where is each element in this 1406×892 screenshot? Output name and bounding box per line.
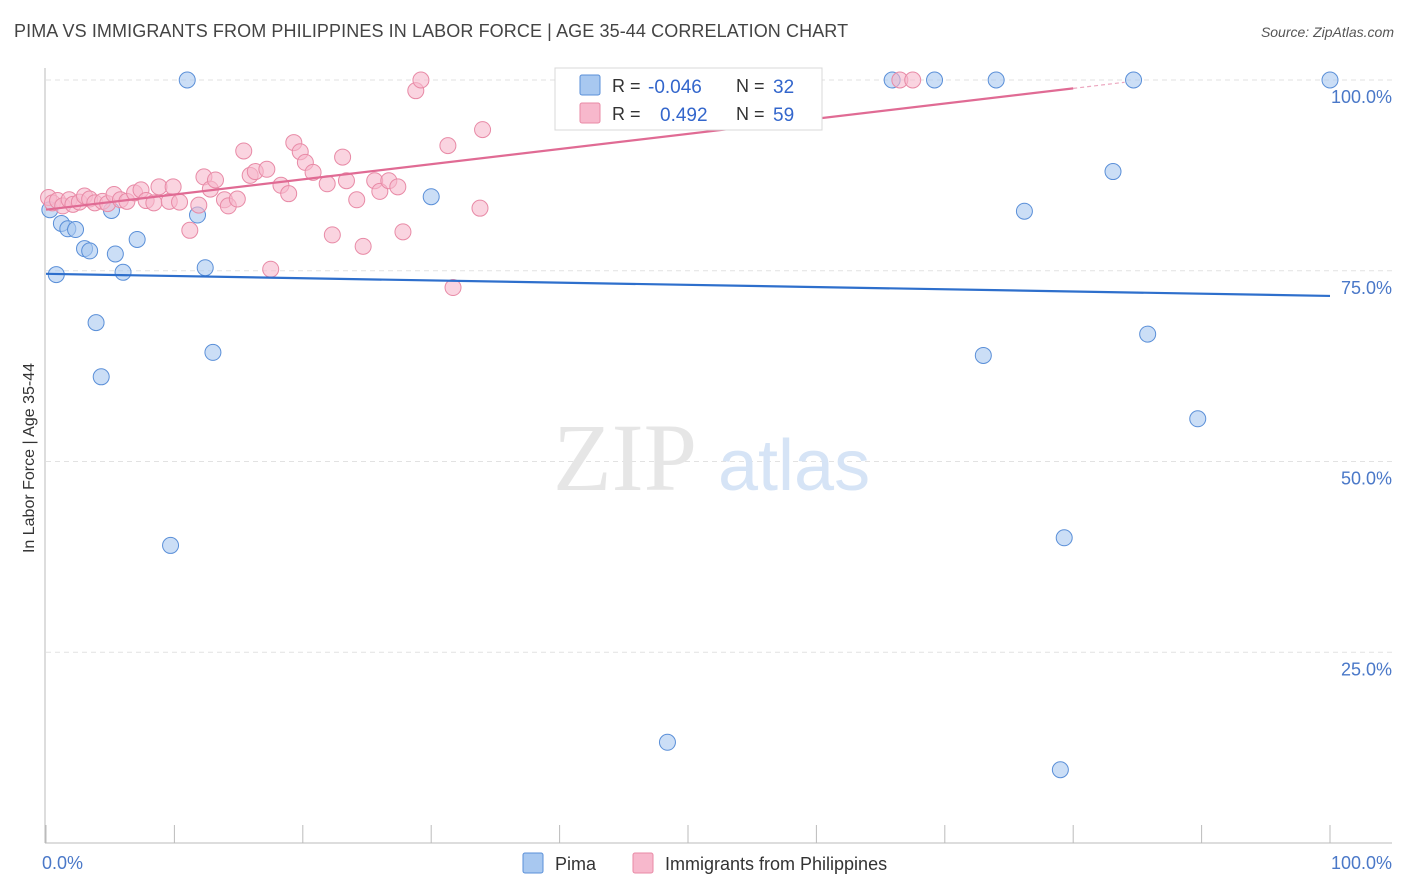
bottom-legend-label-pima: Pima bbox=[555, 854, 597, 874]
data-point bbox=[235, 142, 253, 160]
data-point bbox=[348, 191, 366, 209]
y-axis-title: In Labor Force | Age 35-44 bbox=[21, 363, 38, 553]
data-point bbox=[87, 314, 105, 332]
data-point bbox=[181, 221, 199, 239]
data-point bbox=[904, 71, 922, 89]
data-point bbox=[471, 199, 489, 217]
legend-swatch-philippines bbox=[579, 102, 601, 124]
legend-r-value-pima: -0.046 bbox=[648, 77, 702, 98]
data-point bbox=[337, 172, 355, 190]
data-point bbox=[150, 178, 168, 196]
data-point bbox=[926, 71, 944, 89]
bottom-legend-swatch-pima bbox=[522, 852, 544, 874]
legend-n-label-pima: N = bbox=[736, 76, 765, 96]
data-point bbox=[354, 237, 372, 255]
y-tick-labels: 100.0% 75.0% 50.0% 25.0% bbox=[1331, 87, 1392, 679]
data-point bbox=[987, 71, 1005, 89]
watermark-atlas: atlas bbox=[718, 426, 870, 506]
bottom-legend: Pima Immigrants from Philippines bbox=[522, 852, 887, 874]
legend-n-value-pima: 32 bbox=[773, 77, 794, 98]
bottom-legend-label-philippines: Immigrants from Philippines bbox=[665, 854, 887, 874]
data-point bbox=[1189, 410, 1207, 428]
data-point bbox=[323, 226, 341, 244]
data-point bbox=[334, 148, 352, 166]
data-point bbox=[228, 190, 246, 208]
legend-n-label-philippines: N = bbox=[736, 104, 765, 124]
trend-line-philippines bbox=[45, 87, 1074, 211]
y-tick-label: 50.0% bbox=[1341, 469, 1392, 489]
y-tick-label: 100.0% bbox=[1331, 87, 1392, 107]
data-point bbox=[106, 245, 124, 263]
data-point bbox=[658, 733, 676, 751]
data-point bbox=[439, 137, 457, 155]
watermark-zip: ZIP bbox=[553, 404, 697, 511]
y-tick-label: 75.0% bbox=[1341, 278, 1392, 298]
legend-n-value-philippines: 59 bbox=[773, 105, 794, 126]
data-point bbox=[178, 71, 196, 89]
grid-lines bbox=[46, 79, 1392, 653]
data-point bbox=[389, 178, 407, 196]
data-point bbox=[1139, 325, 1157, 343]
data-point bbox=[394, 223, 412, 241]
data-point bbox=[444, 279, 462, 297]
data-point bbox=[67, 221, 85, 239]
x-tick-label: 100.0% bbox=[1331, 853, 1392, 873]
data-point bbox=[190, 196, 208, 214]
trend-line-extension bbox=[1073, 81, 1125, 89]
trend-line-pima bbox=[45, 272, 1331, 298]
data-point bbox=[974, 346, 992, 364]
legend-r-label-pima: R = bbox=[612, 76, 641, 96]
data-point bbox=[92, 368, 110, 386]
data-point bbox=[258, 160, 276, 178]
data-point bbox=[412, 71, 430, 89]
data-point bbox=[1321, 71, 1339, 89]
x-tick-labels: 0.0% 100.0% bbox=[42, 853, 1392, 873]
data-point bbox=[206, 171, 224, 189]
legend-r-label-philippines: R = bbox=[612, 104, 641, 124]
data-point bbox=[474, 121, 492, 139]
data-point bbox=[204, 343, 222, 361]
data-point bbox=[262, 260, 280, 278]
data-point bbox=[1104, 163, 1122, 181]
x-tick-label: 0.0% bbox=[42, 853, 83, 873]
data-point bbox=[1125, 71, 1143, 89]
stats-legend: R = -0.046 N = 32 R = 0.492 N = 59 bbox=[554, 67, 823, 131]
data-point bbox=[1055, 529, 1073, 547]
data-point bbox=[280, 185, 298, 203]
bottom-legend-swatch-philippines bbox=[632, 852, 654, 874]
chart-title: PIMA VS IMMIGRANTS FROM PHILIPPINES IN L… bbox=[14, 21, 849, 41]
y-tick-label: 25.0% bbox=[1341, 659, 1392, 679]
data-point bbox=[128, 230, 146, 248]
source-credit: Source: ZipAtlas.com bbox=[1260, 24, 1394, 40]
data-point bbox=[196, 259, 214, 277]
data-point bbox=[164, 178, 182, 196]
series-pima-points bbox=[41, 71, 1339, 779]
data-point bbox=[422, 188, 440, 206]
data-point bbox=[81, 242, 99, 260]
data-point bbox=[171, 193, 189, 211]
trend-lines bbox=[45, 81, 1331, 298]
data-point bbox=[304, 163, 322, 181]
data-point bbox=[114, 263, 132, 281]
data-point bbox=[162, 536, 180, 554]
legend-swatch-pima bbox=[579, 74, 601, 96]
legend-r-value-philippines: 0.492 bbox=[660, 105, 708, 126]
data-point bbox=[1051, 761, 1069, 779]
data-point bbox=[1015, 202, 1033, 220]
